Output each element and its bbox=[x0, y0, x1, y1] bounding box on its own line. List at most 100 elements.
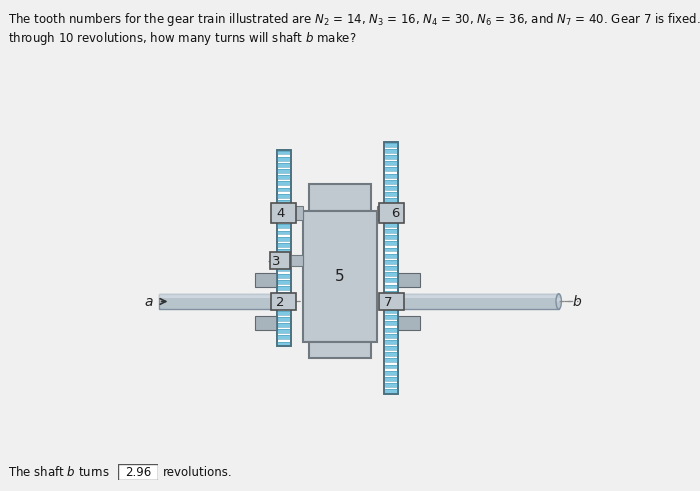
Bar bbox=[277, 286, 290, 290]
Bar bbox=[385, 272, 398, 276]
Text: 5: 5 bbox=[335, 270, 345, 284]
Bar bbox=[385, 192, 398, 196]
Bar bbox=[277, 268, 290, 272]
Bar bbox=[385, 247, 398, 251]
Bar bbox=[385, 346, 398, 350]
Bar bbox=[385, 389, 398, 393]
Bar bbox=[385, 377, 398, 381]
Bar bbox=[276, 150, 290, 346]
Bar bbox=[385, 358, 398, 362]
Bar bbox=[385, 315, 398, 319]
Bar bbox=[255, 273, 276, 287]
Bar bbox=[277, 212, 290, 216]
Bar bbox=[277, 237, 290, 241]
Bar bbox=[385, 254, 398, 258]
Bar bbox=[159, 294, 276, 309]
Bar bbox=[270, 252, 290, 269]
Bar bbox=[385, 365, 398, 368]
Text: 7: 7 bbox=[384, 296, 393, 309]
Ellipse shape bbox=[556, 294, 561, 309]
Bar bbox=[385, 167, 398, 171]
Bar bbox=[385, 186, 398, 190]
Bar bbox=[385, 322, 398, 326]
Text: 2.96: 2.96 bbox=[125, 466, 151, 479]
Bar bbox=[385, 217, 398, 220]
Bar bbox=[385, 204, 398, 208]
Bar bbox=[385, 180, 398, 184]
Bar bbox=[277, 169, 290, 173]
Bar bbox=[385, 334, 398, 338]
Bar bbox=[277, 255, 290, 259]
Bar bbox=[384, 142, 398, 394]
Bar bbox=[385, 174, 398, 178]
Text: revolutions.: revolutions. bbox=[162, 466, 232, 479]
Bar bbox=[277, 157, 290, 161]
Bar bbox=[303, 212, 377, 342]
Bar bbox=[398, 273, 420, 287]
Bar bbox=[398, 294, 559, 309]
Bar bbox=[277, 181, 290, 185]
Bar bbox=[385, 229, 398, 233]
Bar bbox=[385, 352, 398, 356]
Bar bbox=[309, 185, 371, 212]
Bar bbox=[276, 150, 290, 346]
Bar bbox=[385, 260, 398, 264]
Bar bbox=[385, 198, 398, 202]
Text: The tooth numbers for the gear train illustrated are $N_2$ = 14, $N_3$ = 16, $N_: The tooth numbers for the gear train ill… bbox=[8, 11, 700, 47]
Ellipse shape bbox=[274, 298, 279, 302]
Bar bbox=[277, 218, 290, 222]
Bar bbox=[290, 206, 303, 220]
Bar bbox=[277, 188, 290, 191]
Bar bbox=[385, 149, 398, 153]
Bar bbox=[277, 292, 290, 296]
Bar bbox=[277, 323, 290, 327]
Bar bbox=[255, 316, 276, 330]
Bar bbox=[385, 303, 398, 307]
Bar bbox=[271, 293, 296, 310]
Bar bbox=[385, 383, 398, 387]
Bar bbox=[287, 255, 303, 266]
Text: 3: 3 bbox=[272, 255, 280, 268]
Bar bbox=[277, 224, 290, 228]
Bar bbox=[159, 294, 276, 298]
Bar bbox=[385, 278, 398, 282]
Text: 6: 6 bbox=[391, 207, 400, 220]
Bar bbox=[277, 261, 290, 265]
Bar bbox=[385, 371, 398, 375]
Text: The shaft $b$ turns: The shaft $b$ turns bbox=[8, 465, 111, 479]
Bar bbox=[309, 342, 371, 357]
Bar bbox=[385, 211, 398, 215]
Bar bbox=[385, 143, 398, 147]
Bar bbox=[277, 280, 290, 284]
Bar bbox=[385, 266, 398, 270]
Bar bbox=[398, 294, 559, 298]
Bar bbox=[277, 311, 290, 315]
Bar bbox=[277, 193, 290, 197]
Bar bbox=[277, 206, 290, 210]
Bar bbox=[277, 163, 290, 167]
Bar bbox=[271, 203, 296, 223]
Bar bbox=[277, 317, 290, 321]
FancyBboxPatch shape bbox=[118, 464, 158, 480]
Bar bbox=[277, 342, 290, 345]
Bar bbox=[379, 203, 404, 223]
Bar bbox=[385, 223, 398, 227]
Bar bbox=[385, 297, 398, 300]
Ellipse shape bbox=[274, 294, 279, 309]
Bar bbox=[385, 327, 398, 331]
Bar bbox=[277, 249, 290, 253]
Bar bbox=[277, 231, 290, 235]
Bar bbox=[277, 299, 290, 302]
Bar bbox=[385, 340, 398, 344]
Bar bbox=[385, 309, 398, 313]
Text: a: a bbox=[144, 295, 153, 309]
Bar bbox=[377, 206, 384, 220]
Bar bbox=[277, 304, 290, 308]
Bar bbox=[277, 200, 290, 204]
Bar bbox=[277, 329, 290, 333]
Text: 4: 4 bbox=[276, 207, 285, 220]
Bar bbox=[277, 175, 290, 179]
Text: b: b bbox=[573, 295, 582, 309]
Text: 2: 2 bbox=[276, 296, 285, 309]
Bar bbox=[277, 274, 290, 277]
